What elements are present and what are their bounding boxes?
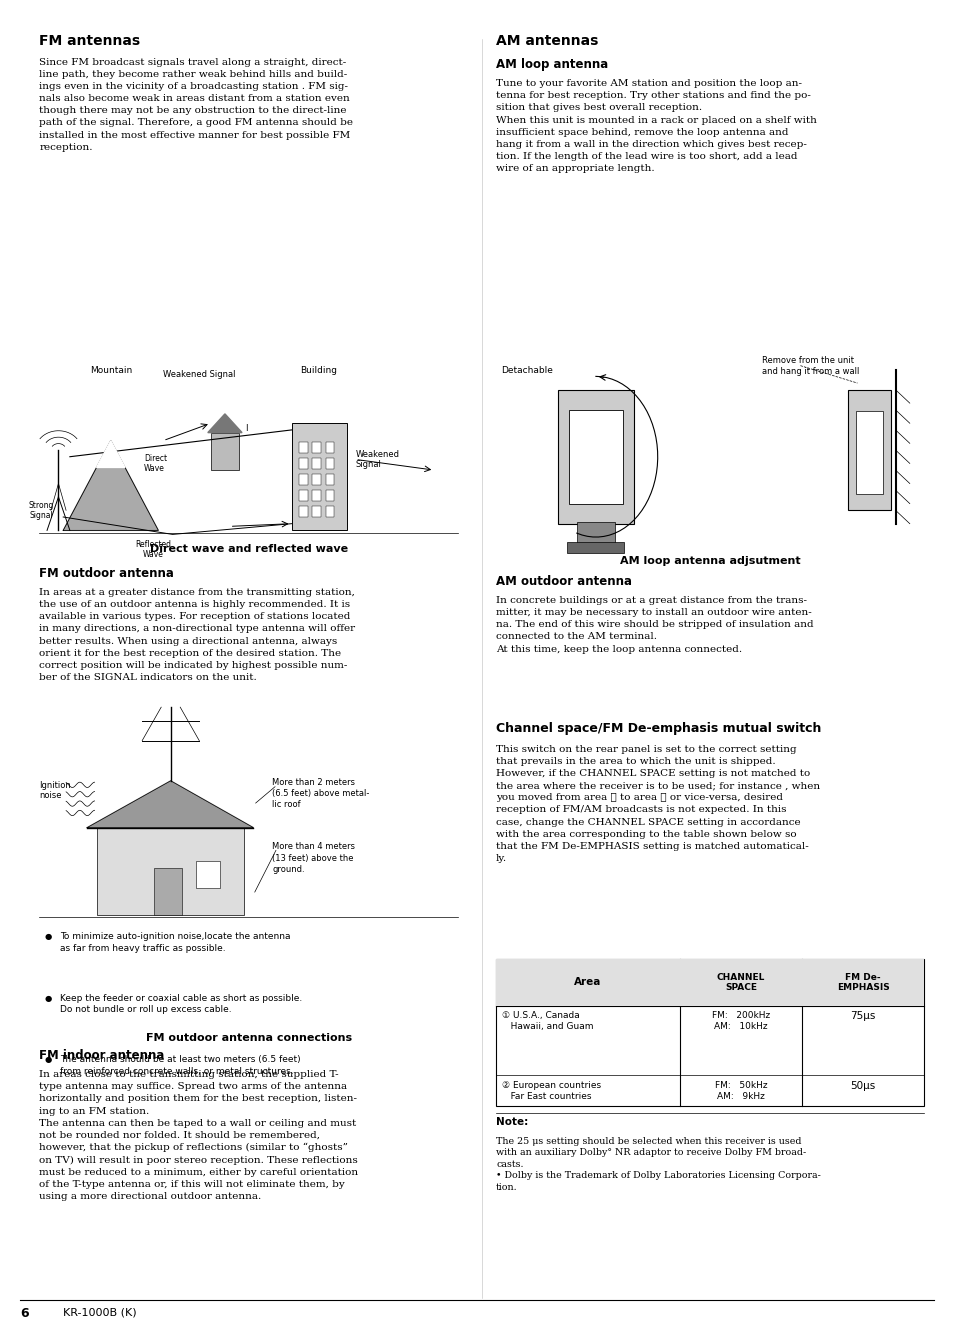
Bar [292,423,346,530]
Text: In areas at a greater distance from the transmitting station,
the use of an outd: In areas at a greater distance from the … [39,588,355,682]
Text: In concrete buildings or at a great distance from the trans-
mitter, it may be n: In concrete buildings or at a great dist… [496,596,813,654]
Polygon shape [96,440,125,467]
Bar [196,862,220,888]
Bar [567,542,624,553]
Text: FM:   200kHz
AM:   10kHz: FM: 200kHz AM: 10kHz [711,1011,769,1031]
Polygon shape [208,413,242,432]
Text: Keep the feeder or coaxial cable as short as possible.
Do not bundle or roll up : Keep the feeder or coaxial cable as shor… [60,994,302,1015]
Text: AM loop antenna adjsutment: AM loop antenna adjsutment [619,556,800,566]
Bar [313,490,320,501]
Text: FM indoor antenna: FM indoor antenna [39,1048,165,1062]
Bar [325,506,334,517]
Bar [569,409,622,503]
Text: FM:   50kHz
AM:   9kHz: FM: 50kHz AM: 9kHz [714,1080,766,1100]
Text: The 25 μs setting should be selected when this receiver is used
with an auxiliar: The 25 μs setting should be selected whe… [496,1137,820,1192]
Bar [558,389,634,523]
Bar [855,411,882,494]
Bar [325,474,334,484]
Text: Weakened Signal: Weakened Signal [163,369,235,378]
Bar [496,960,923,1106]
Text: The antenna should be at least two meters (6.5 feet)
from reinforced concrete wa: The antenna should be at least two meter… [60,1055,301,1076]
Polygon shape [63,440,158,530]
Text: Weakened
Signal: Weakened Signal [355,450,398,470]
Text: FM outdoor antenna: FM outdoor antenna [39,566,174,580]
Text: Building: Building [300,365,337,374]
Bar [313,474,320,484]
Text: KR-1000B (K): KR-1000B (K) [63,1307,136,1317]
Text: In areas close to the transmitting station, the supplied T-
type antenna may suf: In areas close to the transmitting stati… [39,1070,358,1201]
Bar [325,458,334,468]
Text: 6: 6 [20,1307,29,1321]
Text: Ignition
noise: Ignition noise [39,781,71,800]
Text: Detachable: Detachable [500,365,552,374]
Text: ② European countries
   Far East countries: ② European countries Far East countries [501,1080,600,1100]
Text: To minimize auto-ignition noise,locate the antenna
as far from heavy traffic as : To minimize auto-ignition noise,locate t… [60,933,291,953]
Text: FM outdoor antenna connections: FM outdoor antenna connections [146,1032,352,1043]
Text: Strong
Signal: Strong Signal [29,501,53,519]
Text: 75μs: 75μs [849,1011,875,1021]
Bar [299,474,308,484]
Bar [325,442,334,452]
Text: More than 4 meters
(13 feet) above the
ground.: More than 4 meters (13 feet) above the g… [273,843,355,874]
Text: FM De-
EMPHASIS: FM De- EMPHASIS [836,973,888,992]
Bar [496,960,923,1005]
Text: ●: ● [44,1055,51,1064]
Bar [299,442,308,452]
Bar [96,828,244,915]
Text: AM antennas: AM antennas [496,34,598,47]
Text: Channel space/FM De-emphasis mutual switch: Channel space/FM De-emphasis mutual swit… [496,722,821,735]
Text: Since FM broadcast signals travel along a straight, direct-
line path, they beco: Since FM broadcast signals travel along … [39,58,353,152]
Text: Direct
Wave: Direct Wave [144,454,167,474]
Text: Remove from the unit
and hang it from a wall: Remove from the unit and hang it from a … [761,356,859,376]
Bar [299,490,308,501]
Bar [847,389,890,510]
Text: This switch on the rear panel is set to the correct setting
that prevails in the: This switch on the rear panel is set to … [496,745,820,863]
Bar [325,490,334,501]
Text: 50μs: 50μs [849,1080,875,1091]
Bar [313,458,320,468]
Text: ●: ● [44,994,51,1002]
Text: Tune to your favorite AM station and position the loop an-
tenna for best recept: Tune to your favorite AM station and pos… [496,79,816,173]
Text: CHANNEL
SPACE: CHANNEL SPACE [716,973,764,992]
Text: AM loop antenna: AM loop antenna [496,58,608,71]
Bar [313,506,320,517]
Text: I: I [245,424,248,432]
Text: Direct wave and reflected wave: Direct wave and reflected wave [150,544,348,554]
Polygon shape [87,781,253,828]
Text: Area: Area [574,977,601,988]
Bar [299,458,308,468]
Bar [313,442,320,452]
Text: Mountain: Mountain [90,365,132,374]
Text: ① U.S.A., Canada
   Hawaii, and Guam: ① U.S.A., Canada Hawaii, and Guam [501,1011,593,1031]
Text: More than 2 meters
(6.5 feet) above metal-
lic roof: More than 2 meters (6.5 feet) above meta… [273,778,370,809]
Bar [299,506,308,517]
Text: AM outdoor antenna: AM outdoor antenna [496,574,631,588]
Text: Note:: Note: [496,1117,528,1127]
Bar [577,522,615,544]
Text: FM antennas: FM antennas [39,34,140,47]
Bar [153,868,182,915]
Bar [211,432,239,470]
Text: Reflected
Wave: Reflected Wave [135,539,172,560]
Text: ●: ● [44,933,51,941]
